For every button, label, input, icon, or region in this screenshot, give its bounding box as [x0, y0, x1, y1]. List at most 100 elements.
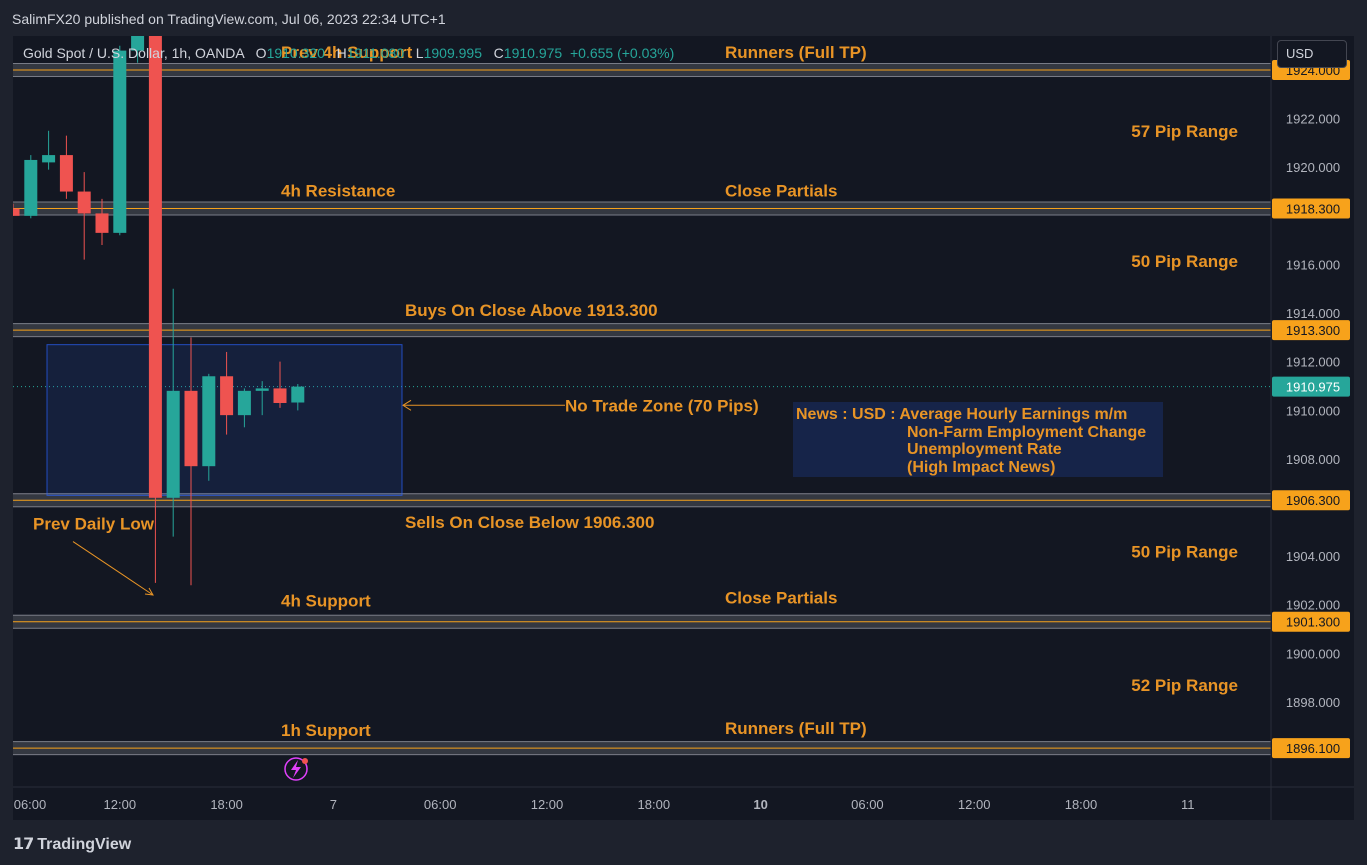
y-tick-label: 1908.000: [1286, 452, 1340, 467]
ohlc-high: H1911.080: [336, 45, 405, 61]
last-price-label: 1910.975: [1286, 380, 1340, 395]
level-price-tag: [1272, 198, 1350, 219]
level-price-tag: [1272, 490, 1350, 511]
x-tick-label: 06:00: [851, 797, 884, 812]
level-price-tag: [1272, 320, 1350, 341]
lightning-icon-dot: [302, 758, 308, 764]
annotation-buys: Buys On Close Above 1913.300: [405, 301, 658, 320]
prev-daily-low-arrow: [72, 541, 154, 596]
annotation-prev-daily-low: Prev Daily Low: [33, 514, 155, 533]
ohlc-open: O1910.320: [255, 45, 325, 61]
level-price-label: 1913.300: [1286, 323, 1340, 338]
candle-body: [42, 155, 56, 163]
x-tick-label: 18:00: [1065, 797, 1098, 812]
annotation-runners-top: Runners (Full TP): [725, 43, 867, 62]
level-price-label: 1906.300: [1286, 493, 1340, 508]
ohlc-change: +0.655 (+0.03%): [569, 45, 675, 61]
price-chart[interactable]: Prev 4h Support Runners (Full TP) 57 Pip R…: [13, 36, 1354, 820]
news-line-4: (High Impact News): [907, 459, 1055, 476]
annotation-sells: Sells On Close Below 1906.300: [405, 513, 654, 532]
symbol-title: Gold Spot / U.S. Dollar, 1h, OANDA: [23, 45, 244, 61]
candle-body: [255, 388, 269, 391]
candle-body: [24, 159, 38, 216]
annotation-runners-bottom: Runners (Full TP): [725, 719, 867, 738]
candle-body: [273, 388, 287, 403]
y-tick-label: 1902.000: [1286, 598, 1340, 613]
tradingview-logo[interactable]: 𝟭𝟳 TradingView: [13, 834, 131, 854]
level-price-label: 1918.300: [1286, 202, 1340, 217]
annotation-support-4h: 4h Support: [281, 592, 371, 611]
tradingview-logo-icon: 𝟭𝟳: [13, 836, 34, 853]
footer: [0, 820, 1367, 865]
annotation-range-52: 52 Pip Range: [1131, 676, 1238, 695]
prev-daily-low-arrowhead: [144, 587, 154, 596]
x-tick-label: 12:00: [531, 797, 564, 812]
candle-body: [202, 376, 216, 467]
y-tick-label: 1922.000: [1286, 112, 1340, 127]
annotation-range-50-top: 50 Pip Range: [1131, 252, 1238, 271]
lightning-icon-ring: [284, 757, 308, 781]
y-tick-label: 1920.000: [1286, 160, 1340, 175]
annotation-close-partials-bottom: Close Partials: [725, 589, 837, 608]
candle-body: [13, 208, 20, 216]
annotations: Prev 4h Support Runners (Full TP) 57 Pip R…: [33, 43, 1238, 781]
x-tick-label: 12:00: [958, 797, 991, 812]
published-caption: SalimFX20 published on TradingView.com, …: [12, 11, 446, 27]
annotation-prev-4h-support: Prev 4h Support: [281, 43, 413, 62]
x-tick-label: 10: [753, 797, 767, 812]
x-tick-label: 11: [1181, 797, 1195, 812]
x-tick-label: 12:00: [104, 797, 137, 812]
no-trade-zone-arrowhead: [402, 399, 412, 411]
ohlc-low: L1909.995: [415, 45, 482, 61]
candle-body: [95, 213, 109, 233]
news-line-3: Unemployment Rate: [907, 441, 1062, 458]
annotation-range-50-bottom: 50 Pip Range: [1131, 542, 1238, 561]
annotation-range-57: 57 Pip Range: [1131, 122, 1238, 141]
annotation-close-partials-top: Close Partials: [725, 182, 837, 201]
level-price-tag: [1272, 611, 1350, 632]
news-line-1: News : USD : Average Hourly Earnings m/m: [796, 406, 1127, 423]
symbol-legend[interactable]: Gold Spot / U.S. Dollar, 1h, OANDA O1910…: [23, 45, 674, 61]
level-price-label: 1901.300: [1286, 615, 1340, 630]
x-tick-label: 18:00: [210, 797, 243, 812]
news-line-2: Non-Farm Employment Change: [907, 424, 1146, 441]
candles: [13, 36, 305, 586]
candle-body: [131, 36, 145, 51]
candle-body: [77, 191, 91, 214]
annotation-no-trade-zone: No Trade Zone (70 Pips): [565, 397, 759, 416]
y-tick-label: 1916.000: [1286, 257, 1340, 272]
annotation-resistance-4h: 4h Resistance: [281, 182, 395, 201]
y-tick-label: 1910.000: [1286, 403, 1340, 418]
y-tick-label: 1912.000: [1286, 355, 1340, 370]
candle-body: [237, 390, 251, 416]
y-tick-label: 1900.000: [1286, 646, 1340, 661]
x-tick-label: 06:00: [424, 797, 457, 812]
lightning-icon: [284, 757, 308, 781]
price-axis-bg: [1271, 36, 1354, 820]
lightning-icon-bolt: [291, 760, 301, 778]
currency-button[interactable]: USD: [1277, 40, 1347, 68]
y-tick-label: 1898.000: [1286, 695, 1340, 710]
x-tick-label: 06:00: [14, 797, 47, 812]
candle-body: [148, 36, 162, 498]
level-lines: [13, 63, 1271, 756]
news-box: [793, 402, 1163, 477]
candle-body: [113, 50, 127, 233]
ohlc-close: C1910.975: [493, 45, 563, 61]
candle-body: [220, 376, 234, 416]
no-trade-zone-box: [46, 344, 403, 496]
candle-body: [59, 155, 73, 192]
candle-body: [166, 390, 180, 498]
brand-name: TradingView: [37, 836, 132, 853]
last-price-tag: [1272, 376, 1350, 397]
chart-panel[interactable]: Prev 4h Support Runners (Full TP) 57 Pip R…: [13, 36, 1354, 820]
y-tick-label: 1914.000: [1286, 306, 1340, 321]
level-price-label: 1896.100: [1286, 741, 1340, 756]
annotation-support-1h: 1h Support: [281, 721, 371, 740]
top-bar: SalimFX20 published on TradingView.com, …: [0, 0, 1367, 36]
level-price-tag: [1272, 738, 1350, 759]
x-tick-label: 7: [330, 797, 337, 812]
candle-body: [184, 390, 198, 467]
no-trade-zone-layer: [46, 344, 403, 496]
candle-body: [291, 386, 305, 403]
